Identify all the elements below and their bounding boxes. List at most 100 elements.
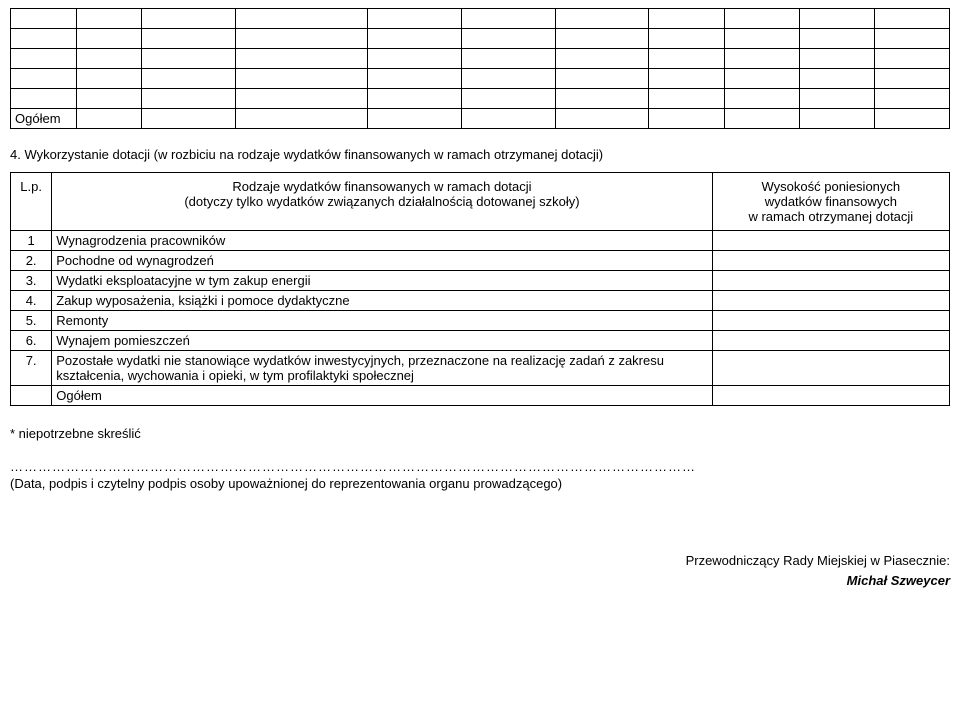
blank-cell — [367, 89, 461, 109]
col-header-desc-line2: (dotyczy tylko wydatków związanych dział… — [184, 194, 579, 209]
blank-cell — [142, 9, 236, 29]
blank-cell — [367, 49, 461, 69]
blank-cell — [11, 386, 52, 406]
blank-cell — [11, 49, 77, 69]
row-number: 5. — [11, 311, 52, 331]
table-row — [11, 89, 950, 109]
blank-cell — [555, 29, 649, 49]
blank-cell — [649, 109, 724, 129]
table-row — [11, 49, 950, 69]
row-description: Remonty — [52, 311, 712, 331]
blank-cell — [461, 9, 555, 29]
blank-cell — [236, 69, 367, 89]
blank-cell — [76, 49, 142, 69]
blank-cell — [142, 109, 236, 129]
col-header-value: Wysokość poniesionych wydatków finansowy… — [712, 173, 949, 231]
blank-cell — [11, 29, 77, 49]
table-header-row: L.p. Rodzaje wydatków finansowanych w ra… — [11, 173, 950, 231]
blank-cell — [724, 69, 799, 89]
blank-cell — [461, 89, 555, 109]
signature-dots: …………………………………………………………………………………………………………… — [10, 459, 950, 474]
blank-cell — [799, 109, 874, 129]
row-value — [712, 351, 949, 386]
row-value — [712, 251, 949, 271]
blank-cell — [874, 89, 949, 109]
table-row: 3.Wydatki eksploatacyjne w tym zakup ene… — [11, 271, 950, 291]
row-number: 7. — [11, 351, 52, 386]
blank-cell — [649, 9, 724, 29]
blank-cell — [142, 49, 236, 69]
signature-name: Michał Szweycer — [847, 573, 950, 588]
blank-cell — [799, 89, 874, 109]
table-row — [11, 9, 950, 29]
table-row: 4.Zakup wyposażenia, książki i pomoce dy… — [11, 291, 950, 311]
blank-cell — [555, 9, 649, 29]
blank-cell — [649, 89, 724, 109]
blank-cell — [799, 9, 874, 29]
blank-cell — [367, 109, 461, 129]
table-row: 5.Remonty — [11, 311, 950, 331]
blank-cell — [874, 109, 949, 129]
blank-cell — [11, 9, 77, 29]
col-header-desc: Rodzaje wydatków finansowanych w ramach … — [52, 173, 712, 231]
col-header-lp: L.p. — [11, 173, 52, 231]
blank-cell — [142, 69, 236, 89]
blank-cell — [461, 69, 555, 89]
table-row: 1Wynagrodzenia pracowników — [11, 231, 950, 251]
blank-cell — [874, 49, 949, 69]
blank-cell — [724, 29, 799, 49]
row-number: 3. — [11, 271, 52, 291]
footnote: * niepotrzebne skreślić — [10, 426, 950, 441]
table-row — [11, 69, 950, 89]
blank-cell — [142, 29, 236, 49]
expense-categories-table: L.p. Rodzaje wydatków finansowanych w ra… — [10, 172, 950, 406]
blank-cell — [367, 69, 461, 89]
blank-cell — [236, 9, 367, 29]
row-number: 6. — [11, 331, 52, 351]
blank-cell — [461, 49, 555, 69]
row-number: 1 — [11, 231, 52, 251]
table-row — [11, 29, 950, 49]
blank-cell — [799, 29, 874, 49]
blank-cell — [461, 109, 555, 129]
col-header-val-line2: wydatków finansowych — [765, 194, 897, 209]
blank-cell — [799, 49, 874, 69]
section-title: 4. Wykorzystanie dotacji (w rozbiciu na … — [10, 147, 950, 162]
blank-cell — [874, 9, 949, 29]
blank-cell — [367, 9, 461, 29]
signature-caption: (Data, podpis i czytelny podpis osoby up… — [10, 476, 950, 491]
blank-cell — [724, 9, 799, 29]
blank-cell — [461, 29, 555, 49]
total-label-cell: Ogółem — [11, 109, 77, 129]
total-row: Ogółem — [11, 386, 950, 406]
blank-grid-table: Ogółem — [10, 8, 950, 129]
signature-title: Przewodniczący Rady Miejskiej w Piaseczn… — [686, 553, 950, 568]
blank-cell — [649, 69, 724, 89]
blank-cell — [11, 89, 77, 109]
table-row: 2.Pochodne od wynagrodzeń — [11, 251, 950, 271]
blank-cell — [555, 49, 649, 69]
blank-cell — [236, 49, 367, 69]
blank-cell — [76, 9, 142, 29]
blank-cell — [76, 69, 142, 89]
col-header-val-line1: Wysokość poniesionych — [762, 179, 901, 194]
blank-cell — [76, 29, 142, 49]
row-value — [712, 231, 949, 251]
row-number: 2. — [11, 251, 52, 271]
blank-cell — [142, 89, 236, 109]
blank-cell — [76, 109, 142, 129]
col-header-val-line3: w ramach otrzymanej dotacji — [748, 209, 913, 224]
row-description: Wynagrodzenia pracowników — [52, 231, 712, 251]
blank-cell — [236, 29, 367, 49]
blank-cell — [649, 49, 724, 69]
row-value — [712, 271, 949, 291]
blank-cell — [724, 49, 799, 69]
blank-cell — [367, 29, 461, 49]
blank-cell — [236, 89, 367, 109]
row-description: Pochodne od wynagrodzeń — [52, 251, 712, 271]
blank-cell — [555, 69, 649, 89]
row-description: Wynajem pomieszczeń — [52, 331, 712, 351]
row-value — [712, 291, 949, 311]
total-label: Ogółem — [52, 386, 712, 406]
row-value — [712, 311, 949, 331]
